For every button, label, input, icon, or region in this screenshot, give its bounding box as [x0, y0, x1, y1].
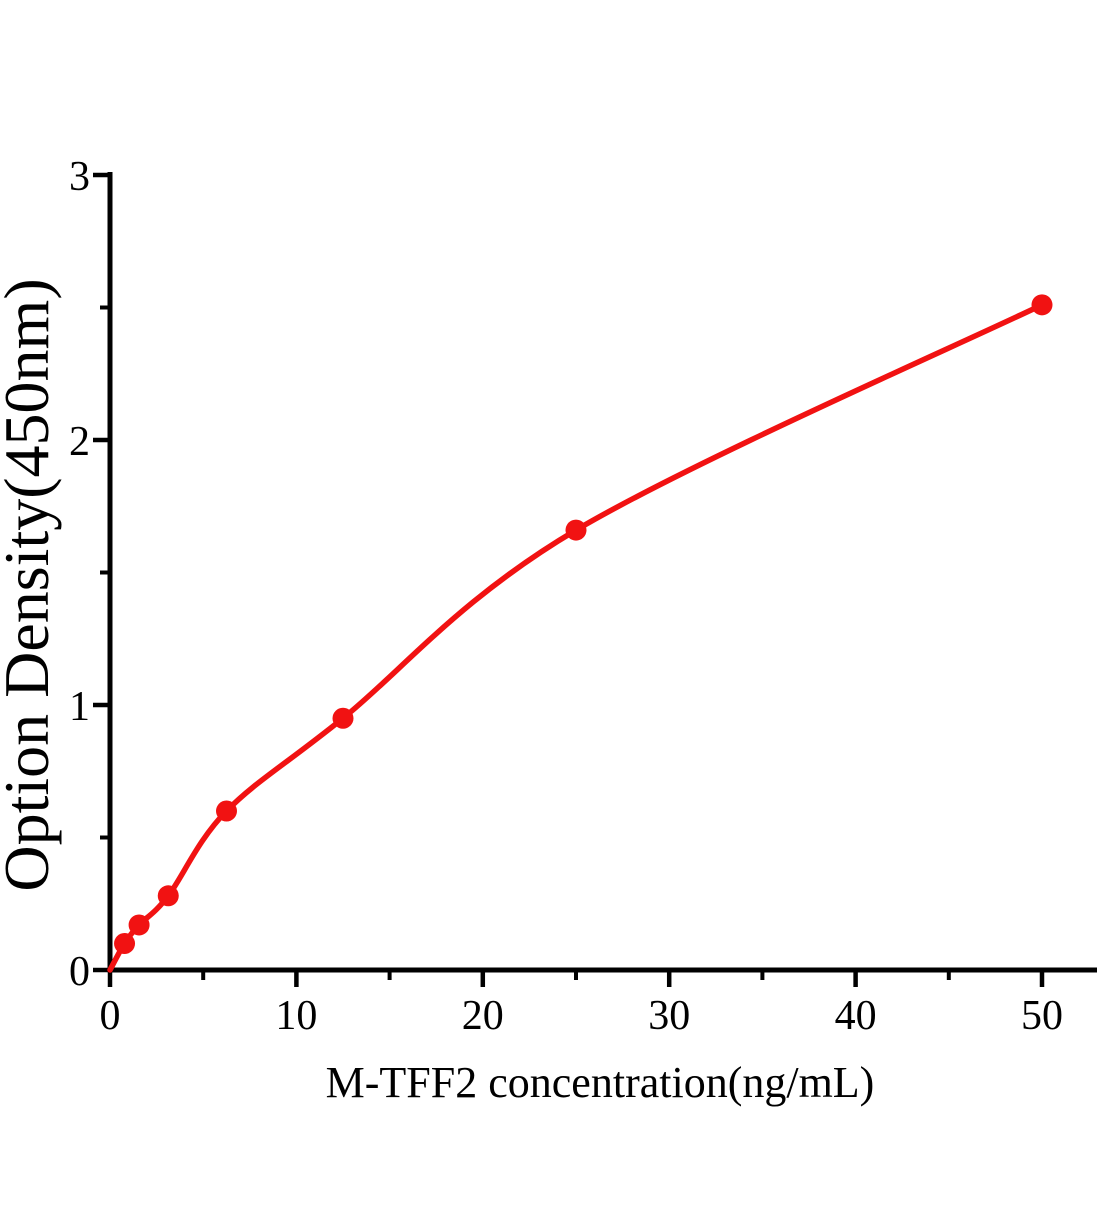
x-tick-label: 40: [835, 993, 877, 1039]
x-axis-title: M-TFF2 concentration(ng/mL): [326, 1058, 875, 1107]
fit-curve: [107, 302, 1045, 973]
x-tick-label: 50: [1021, 993, 1063, 1039]
y-tick-label: 0: [69, 949, 90, 995]
standard-curve-series: [107, 294, 1053, 973]
data-point-marker: [128, 914, 150, 936]
data-point-marker: [332, 707, 354, 729]
x-tick-label: 0: [100, 993, 121, 1039]
data-point-marker: [157, 885, 179, 907]
data-point-marker: [565, 519, 587, 541]
x-tick-label: 20: [462, 993, 504, 1039]
data-point-marker: [114, 933, 136, 954]
x-tick-label: 10: [275, 993, 317, 1039]
axis-tick-labels: 0 10 20 30 40 50 0 1 2 3: [69, 154, 1063, 1039]
axis-ticks: [93, 172, 1045, 987]
data-point-marker: [216, 800, 237, 822]
x-tick-label: 30: [648, 993, 690, 1039]
data-point-marker: [1031, 294, 1053, 316]
y-tick-label: 1: [69, 684, 90, 730]
y-tick-label: 2: [69, 419, 90, 465]
y-tick-label: 3: [69, 154, 90, 200]
y-axis-title: Option Density(450nm): [0, 278, 62, 891]
